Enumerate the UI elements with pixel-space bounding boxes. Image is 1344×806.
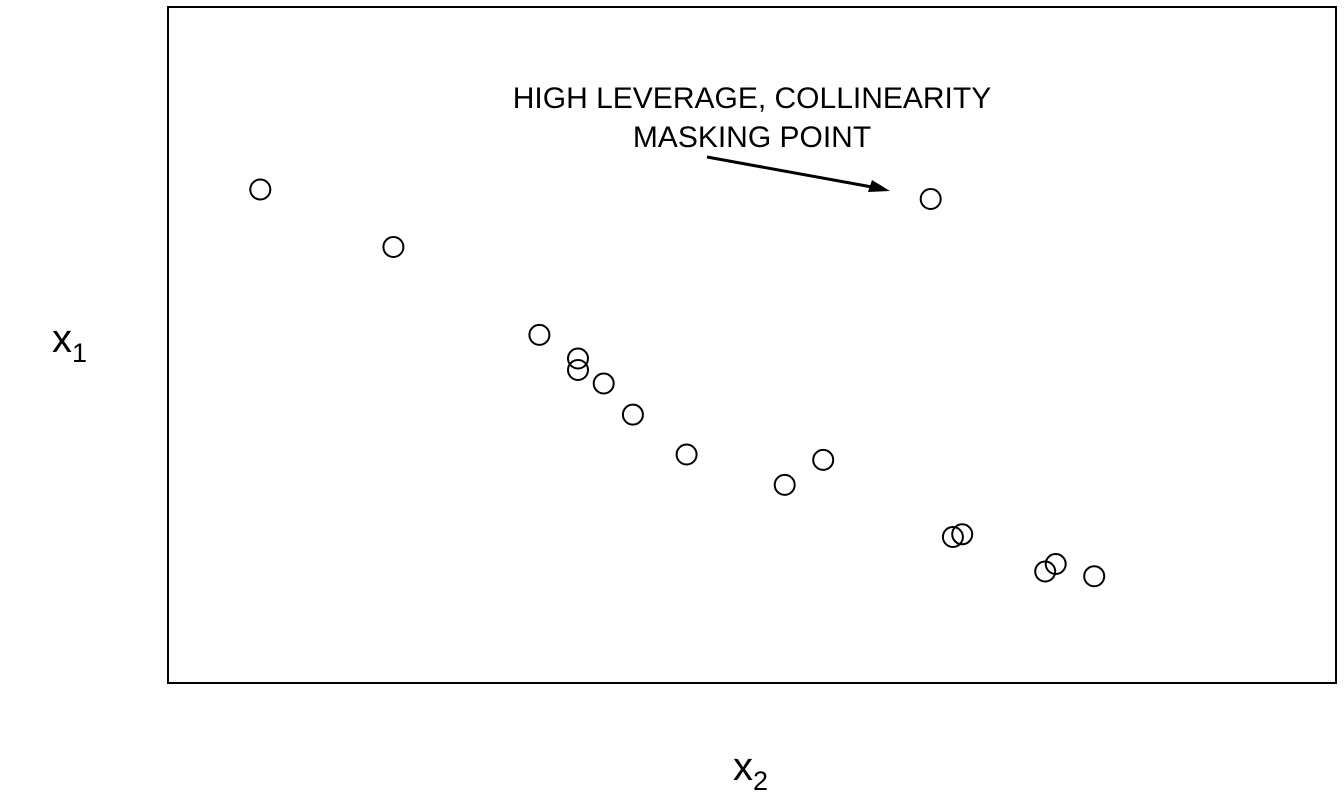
data-point-7 — [621, 403, 644, 426]
annotation-arrowhead — [868, 180, 890, 192]
data-point-16 — [1083, 565, 1106, 588]
data-point-1 — [249, 178, 272, 201]
x-axis-label-main: x — [733, 745, 753, 789]
data-point-6 — [592, 372, 615, 395]
data-point-8 — [675, 443, 698, 466]
data-point-10 — [812, 448, 835, 471]
annotation-arrow-shaft — [706, 155, 873, 189]
data-point-3 — [528, 323, 551, 346]
data-point-5 — [567, 359, 589, 381]
plot-frame — [167, 6, 1337, 684]
annotation-line-1: HIGH LEVERAGE, COLLINEARITY — [513, 82, 991, 115]
annotation-line-2: MASKING POINT — [633, 121, 871, 154]
annotation: HIGH LEVERAGE, COLLINEARITY MASKING POIN… — [513, 82, 991, 192]
data-point-4 — [567, 347, 589, 370]
x-axis-label-subscript: 2 — [753, 766, 768, 796]
x-axis-label: x2 — [733, 745, 768, 796]
data-point-2 — [382, 236, 405, 258]
data-point-12 — [941, 526, 964, 548]
data-point-15 — [1044, 553, 1067, 575]
y-axis-label-main: x — [52, 317, 72, 361]
y-axis-label-subscript: 1 — [72, 338, 87, 368]
y-axis-label: x1 — [52, 317, 87, 368]
data-point-11 — [919, 188, 942, 210]
data-point-13 — [951, 523, 974, 546]
data-point-9 — [773, 473, 796, 496]
points-layer — [249, 178, 1106, 588]
